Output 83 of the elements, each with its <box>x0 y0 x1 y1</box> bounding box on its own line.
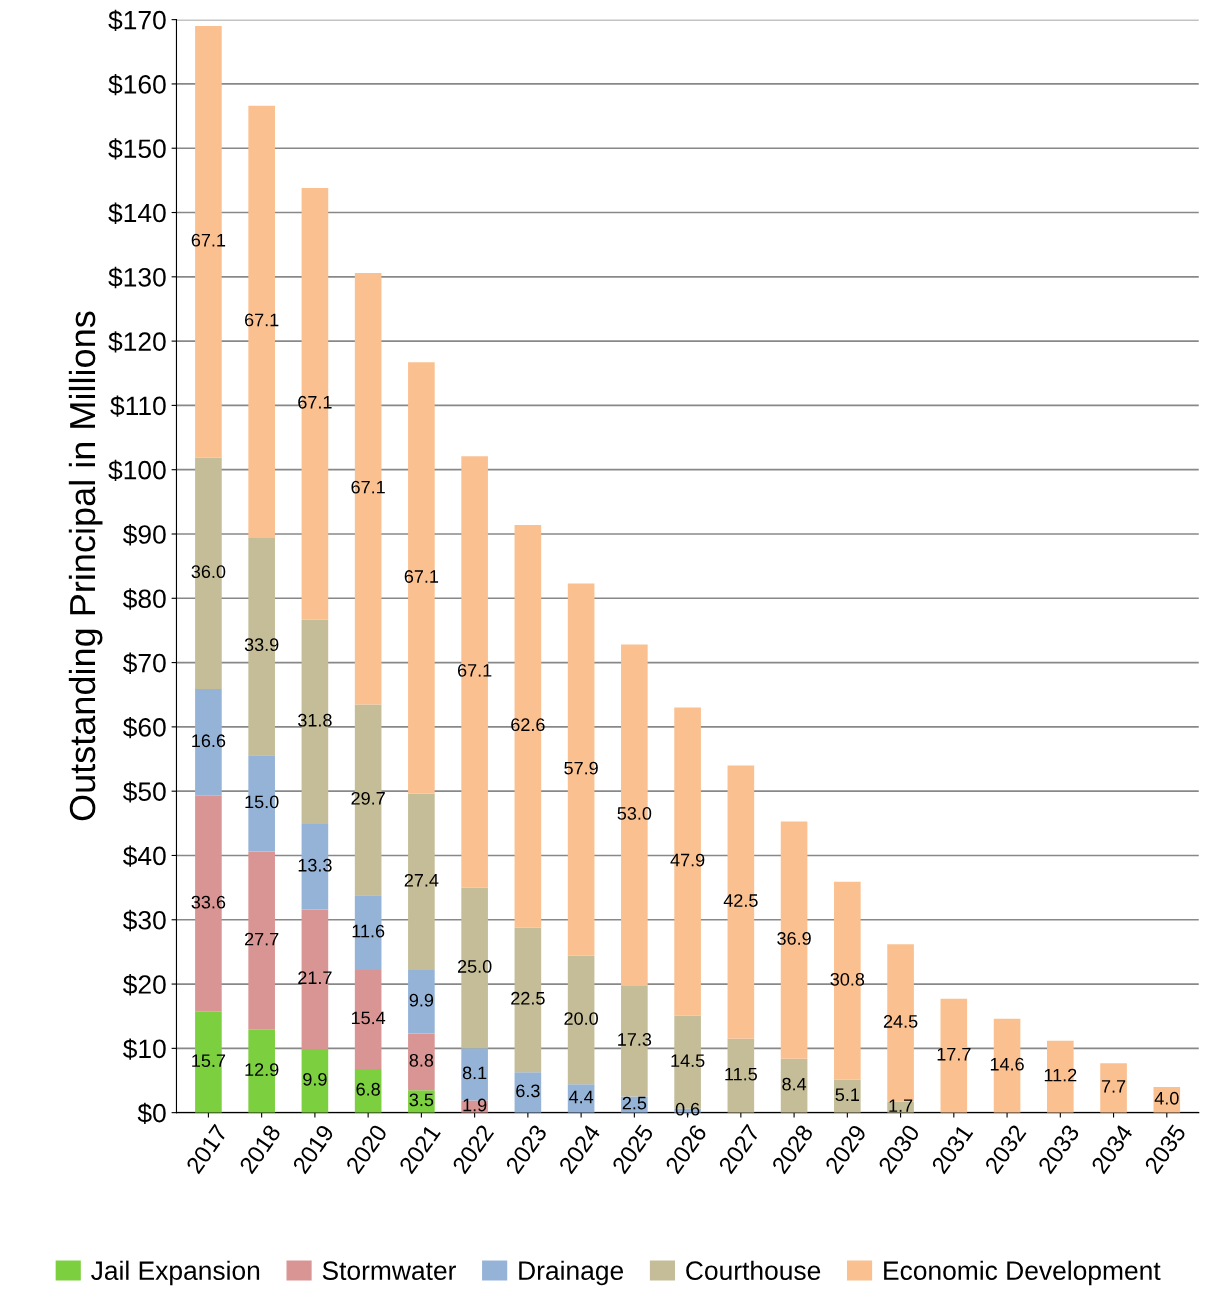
y-tick-label: $50 <box>123 781 166 803</box>
data-label: 8.8 <box>409 1053 434 1067</box>
data-label: 17.7 <box>937 1048 971 1061</box>
data-label: 16.6 <box>192 734 226 748</box>
bar <box>408 1033 435 1091</box>
y-tick-label: $60 <box>123 716 166 739</box>
bar <box>1100 1063 1127 1113</box>
data-label: 4.4 <box>568 1090 594 1104</box>
data-label: 22.5 <box>511 991 545 1005</box>
data-label: 14.5 <box>671 1054 705 1068</box>
data-label: 8.4 <box>782 1077 807 1091</box>
y-tick-label: $170 <box>108 9 166 32</box>
legend-label: Courthouse <box>686 1260 821 1281</box>
y-tick-label: $100 <box>108 459 166 482</box>
data-label: 67.1 <box>457 663 492 677</box>
y-tick-label: $150 <box>108 138 166 160</box>
legend-label: Stormwater <box>322 1261 456 1281</box>
data-label: 67.1 <box>404 570 439 583</box>
y-tick-label: $40 <box>123 845 166 867</box>
data-label: 27.4 <box>404 873 439 887</box>
data-label: 11.5 <box>725 1067 757 1081</box>
y-tick-label: $10 <box>123 1038 166 1060</box>
data-label: 13.3 <box>298 858 332 872</box>
data-label: 6.8 <box>356 1082 380 1096</box>
data-label: 11.2 <box>1044 1068 1077 1082</box>
y-tick-label: $30 <box>123 909 166 932</box>
data-label: 4.0 <box>1154 1091 1179 1105</box>
data-label: 33.9 <box>244 638 279 652</box>
data-label: 53.0 <box>617 807 652 820</box>
data-label: 27.7 <box>244 932 279 946</box>
data-label: 67.1 <box>351 480 385 494</box>
data-label: 11.6 <box>352 924 385 938</box>
data-label: 9.9 <box>409 993 434 1007</box>
y-tick-label: $0 <box>137 1102 166 1125</box>
y-tick-label: $130 <box>108 266 166 289</box>
data-label: 14.6 <box>990 1057 1024 1071</box>
y-tick-label: $110 <box>110 395 166 417</box>
data-label: 29.7 <box>351 791 385 805</box>
legend-label: Jail Expansion <box>91 1260 260 1286</box>
data-label: 0.6 <box>675 1102 700 1116</box>
y-tick-label: $80 <box>123 588 166 610</box>
data-label: 6.3 <box>516 1084 540 1098</box>
data-label: 17.3 <box>618 1033 652 1046</box>
data-label: 36.0 <box>191 565 226 579</box>
y-tick-label: $70 <box>123 652 166 674</box>
data-label: 25.0 <box>457 960 492 973</box>
data-label: 30.8 <box>830 972 865 986</box>
data-label: 15.4 <box>351 1011 386 1025</box>
data-label: 62.6 <box>511 718 545 732</box>
legend-label: Drainage <box>519 1260 624 1286</box>
y-tick-label: $120 <box>108 331 166 353</box>
y-tick-label: $140 <box>108 202 166 224</box>
data-label: 15.0 <box>245 795 279 809</box>
data-label: 5.1 <box>835 1088 860 1102</box>
data-label: 20.0 <box>564 1012 598 1025</box>
data-label: 1.9 <box>463 1098 487 1112</box>
data-label: 67.1 <box>191 233 226 247</box>
bar <box>780 1058 808 1113</box>
data-label: 57.9 <box>564 761 598 775</box>
bar <box>408 969 435 1034</box>
y-tick-label: $20 <box>123 974 166 996</box>
legend-label: Economic Development <box>884 1260 1161 1286</box>
bar <box>301 1049 329 1113</box>
data-label: 47.9 <box>670 853 705 867</box>
data-label: 8.1 <box>462 1066 487 1080</box>
y-tick-label: $160 <box>108 73 166 96</box>
data-label: 67.1 <box>245 313 279 327</box>
y-tick-label: $90 <box>123 524 166 546</box>
data-label: 24.5 <box>883 1015 918 1028</box>
data-label: 67.1 <box>298 395 332 409</box>
bar <box>834 1079 861 1113</box>
data-label: 3.5 <box>409 1093 434 1107</box>
data-label: 21.7 <box>298 971 332 984</box>
data-label: 42.5 <box>723 894 758 907</box>
bar <box>727 1038 755 1113</box>
data-label: 36.9 <box>777 932 811 945</box>
data-label: 2.5 <box>622 1096 647 1110</box>
data-label: 31.8 <box>298 713 332 727</box>
data-label: 9.9 <box>303 1072 327 1086</box>
data-label: 33.6 <box>191 895 226 909</box>
y-axis-title: Outstanding Principal in Millions <box>68 311 103 821</box>
data-label: 7.7 <box>1101 1080 1126 1093</box>
data-label: 1.7 <box>889 1099 913 1112</box>
